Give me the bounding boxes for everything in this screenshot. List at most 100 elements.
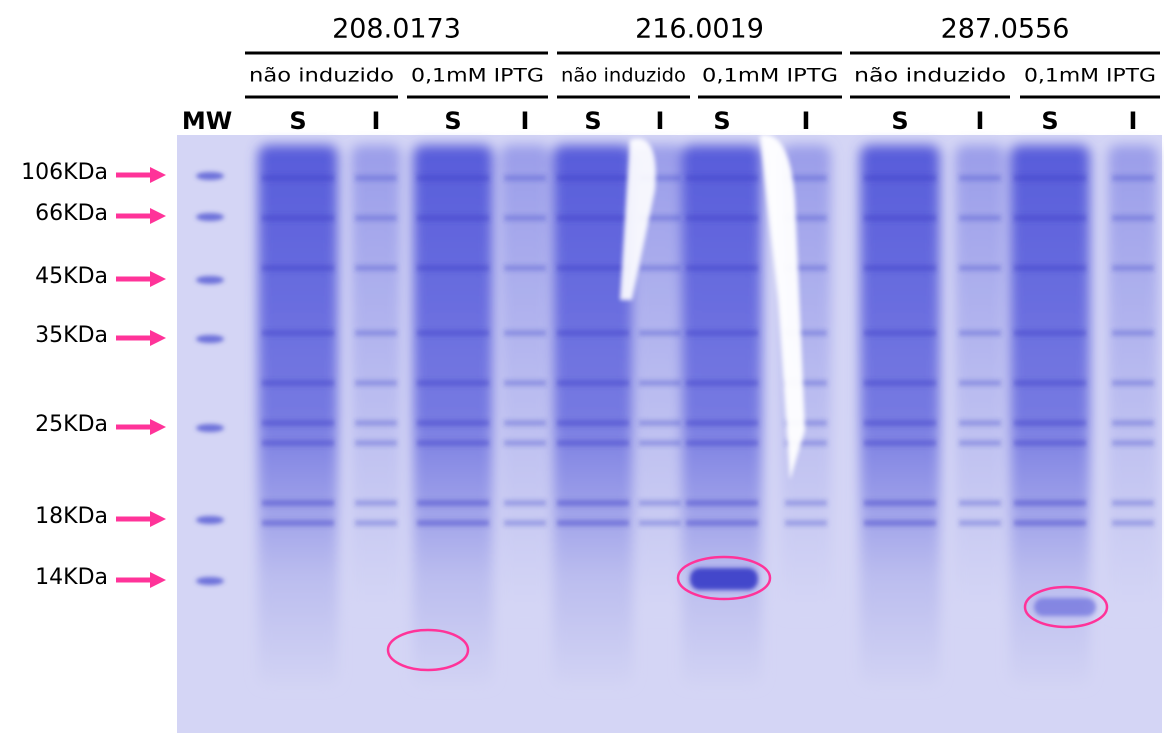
gel-band <box>557 265 629 271</box>
marker-label: 35KDa <box>35 323 108 348</box>
gel-band <box>504 500 546 506</box>
gel-band <box>557 440 629 446</box>
gel-band <box>504 175 546 181</box>
gel-band <box>959 175 1001 181</box>
gel-band <box>864 215 936 221</box>
gel-band <box>417 265 489 271</box>
gel-lane <box>860 145 940 685</box>
highlight-circle <box>676 555 772 601</box>
gel-band <box>686 440 758 446</box>
gel-band <box>686 215 758 221</box>
marker-label: 18KDa <box>35 504 108 529</box>
gel-band <box>785 265 827 271</box>
lane-label: I <box>1129 107 1138 135</box>
condition-label: não induzido <box>249 65 394 87</box>
gel-band <box>355 330 397 336</box>
gel-band <box>1014 330 1086 336</box>
gel-band <box>504 330 546 336</box>
gel-band <box>639 175 681 181</box>
gel-band <box>1112 175 1154 181</box>
gel-band <box>504 265 546 271</box>
gel-band <box>785 215 827 221</box>
lane-label: I <box>372 107 381 135</box>
gel-band <box>864 175 936 181</box>
ladder-band <box>196 335 224 343</box>
lane-label: I <box>802 107 811 135</box>
gel-band <box>1112 215 1154 221</box>
gel-band <box>785 440 827 446</box>
gel-band <box>959 520 1001 526</box>
marker-label: 45KDa <box>35 264 108 289</box>
gel-band <box>1112 520 1154 526</box>
gel-band <box>1112 330 1154 336</box>
gel-band <box>1112 440 1154 446</box>
gel-band <box>686 380 758 386</box>
gel-band <box>1014 420 1086 426</box>
ladder-band <box>196 424 224 432</box>
highlight-circle <box>386 628 470 672</box>
gel-band <box>959 330 1001 336</box>
gel-band <box>262 215 334 221</box>
sample-name: 216.0019 <box>635 14 764 45</box>
gel-band <box>959 380 1001 386</box>
gel-band <box>686 265 758 271</box>
gel-band <box>262 420 334 426</box>
gel-band <box>262 265 334 271</box>
gel-band <box>504 380 546 386</box>
gel-band <box>417 175 489 181</box>
condition-label: 0,1mM IPTG <box>702 65 838 87</box>
gel-band <box>1014 215 1086 221</box>
condition-label: 0,1mM IPTG <box>411 65 544 87</box>
gel-band <box>959 215 1001 221</box>
gel-artifact <box>620 138 656 300</box>
gel-band <box>355 215 397 221</box>
lane-label: I <box>521 107 530 135</box>
gel-band <box>864 500 936 506</box>
gel-band <box>639 215 681 221</box>
ladder-band <box>196 276 224 284</box>
gel-band <box>639 330 681 336</box>
gel-band <box>686 500 758 506</box>
condition-label: não induzido <box>561 65 686 87</box>
gel-band <box>355 420 397 426</box>
gel-lane <box>682 145 762 685</box>
gel-band <box>557 175 629 181</box>
gel-band <box>959 500 1001 506</box>
marker-arrow-head <box>150 330 166 346</box>
marker-label: 106KDa <box>21 160 108 185</box>
gel-band <box>417 420 489 426</box>
gel-band <box>417 440 489 446</box>
gel-band <box>355 175 397 181</box>
ladder-band <box>196 172 224 180</box>
gel-band <box>1014 440 1086 446</box>
gel-band <box>686 420 758 426</box>
sample-name: 287.0556 <box>941 14 1070 45</box>
gel-band <box>417 380 489 386</box>
marker-arrow-head <box>150 271 166 287</box>
gel-band <box>1112 380 1154 386</box>
gel-band <box>864 330 936 336</box>
gel-band <box>504 440 546 446</box>
gel-band <box>417 215 489 221</box>
gel-band <box>355 500 397 506</box>
marker-label: 66KDa <box>35 201 108 226</box>
gel-band <box>959 440 1001 446</box>
gel-band <box>785 380 827 386</box>
expressed-band <box>1034 598 1096 616</box>
gel-band <box>557 520 629 526</box>
gel-band <box>785 520 827 526</box>
gel-band <box>1112 265 1154 271</box>
condition-label: 0,1mM IPTG <box>1024 65 1156 87</box>
gel-band <box>504 520 546 526</box>
gel-band <box>639 265 681 271</box>
gel-band <box>262 500 334 506</box>
gel-lane <box>413 145 493 685</box>
ladder-band <box>196 213 224 221</box>
gel-band <box>262 175 334 181</box>
gel-band <box>262 520 334 526</box>
lane-label: S <box>584 107 601 135</box>
mw-label: MW <box>182 107 232 135</box>
gel-band <box>785 330 827 336</box>
gel-band <box>262 380 334 386</box>
gel-band <box>1112 420 1154 426</box>
